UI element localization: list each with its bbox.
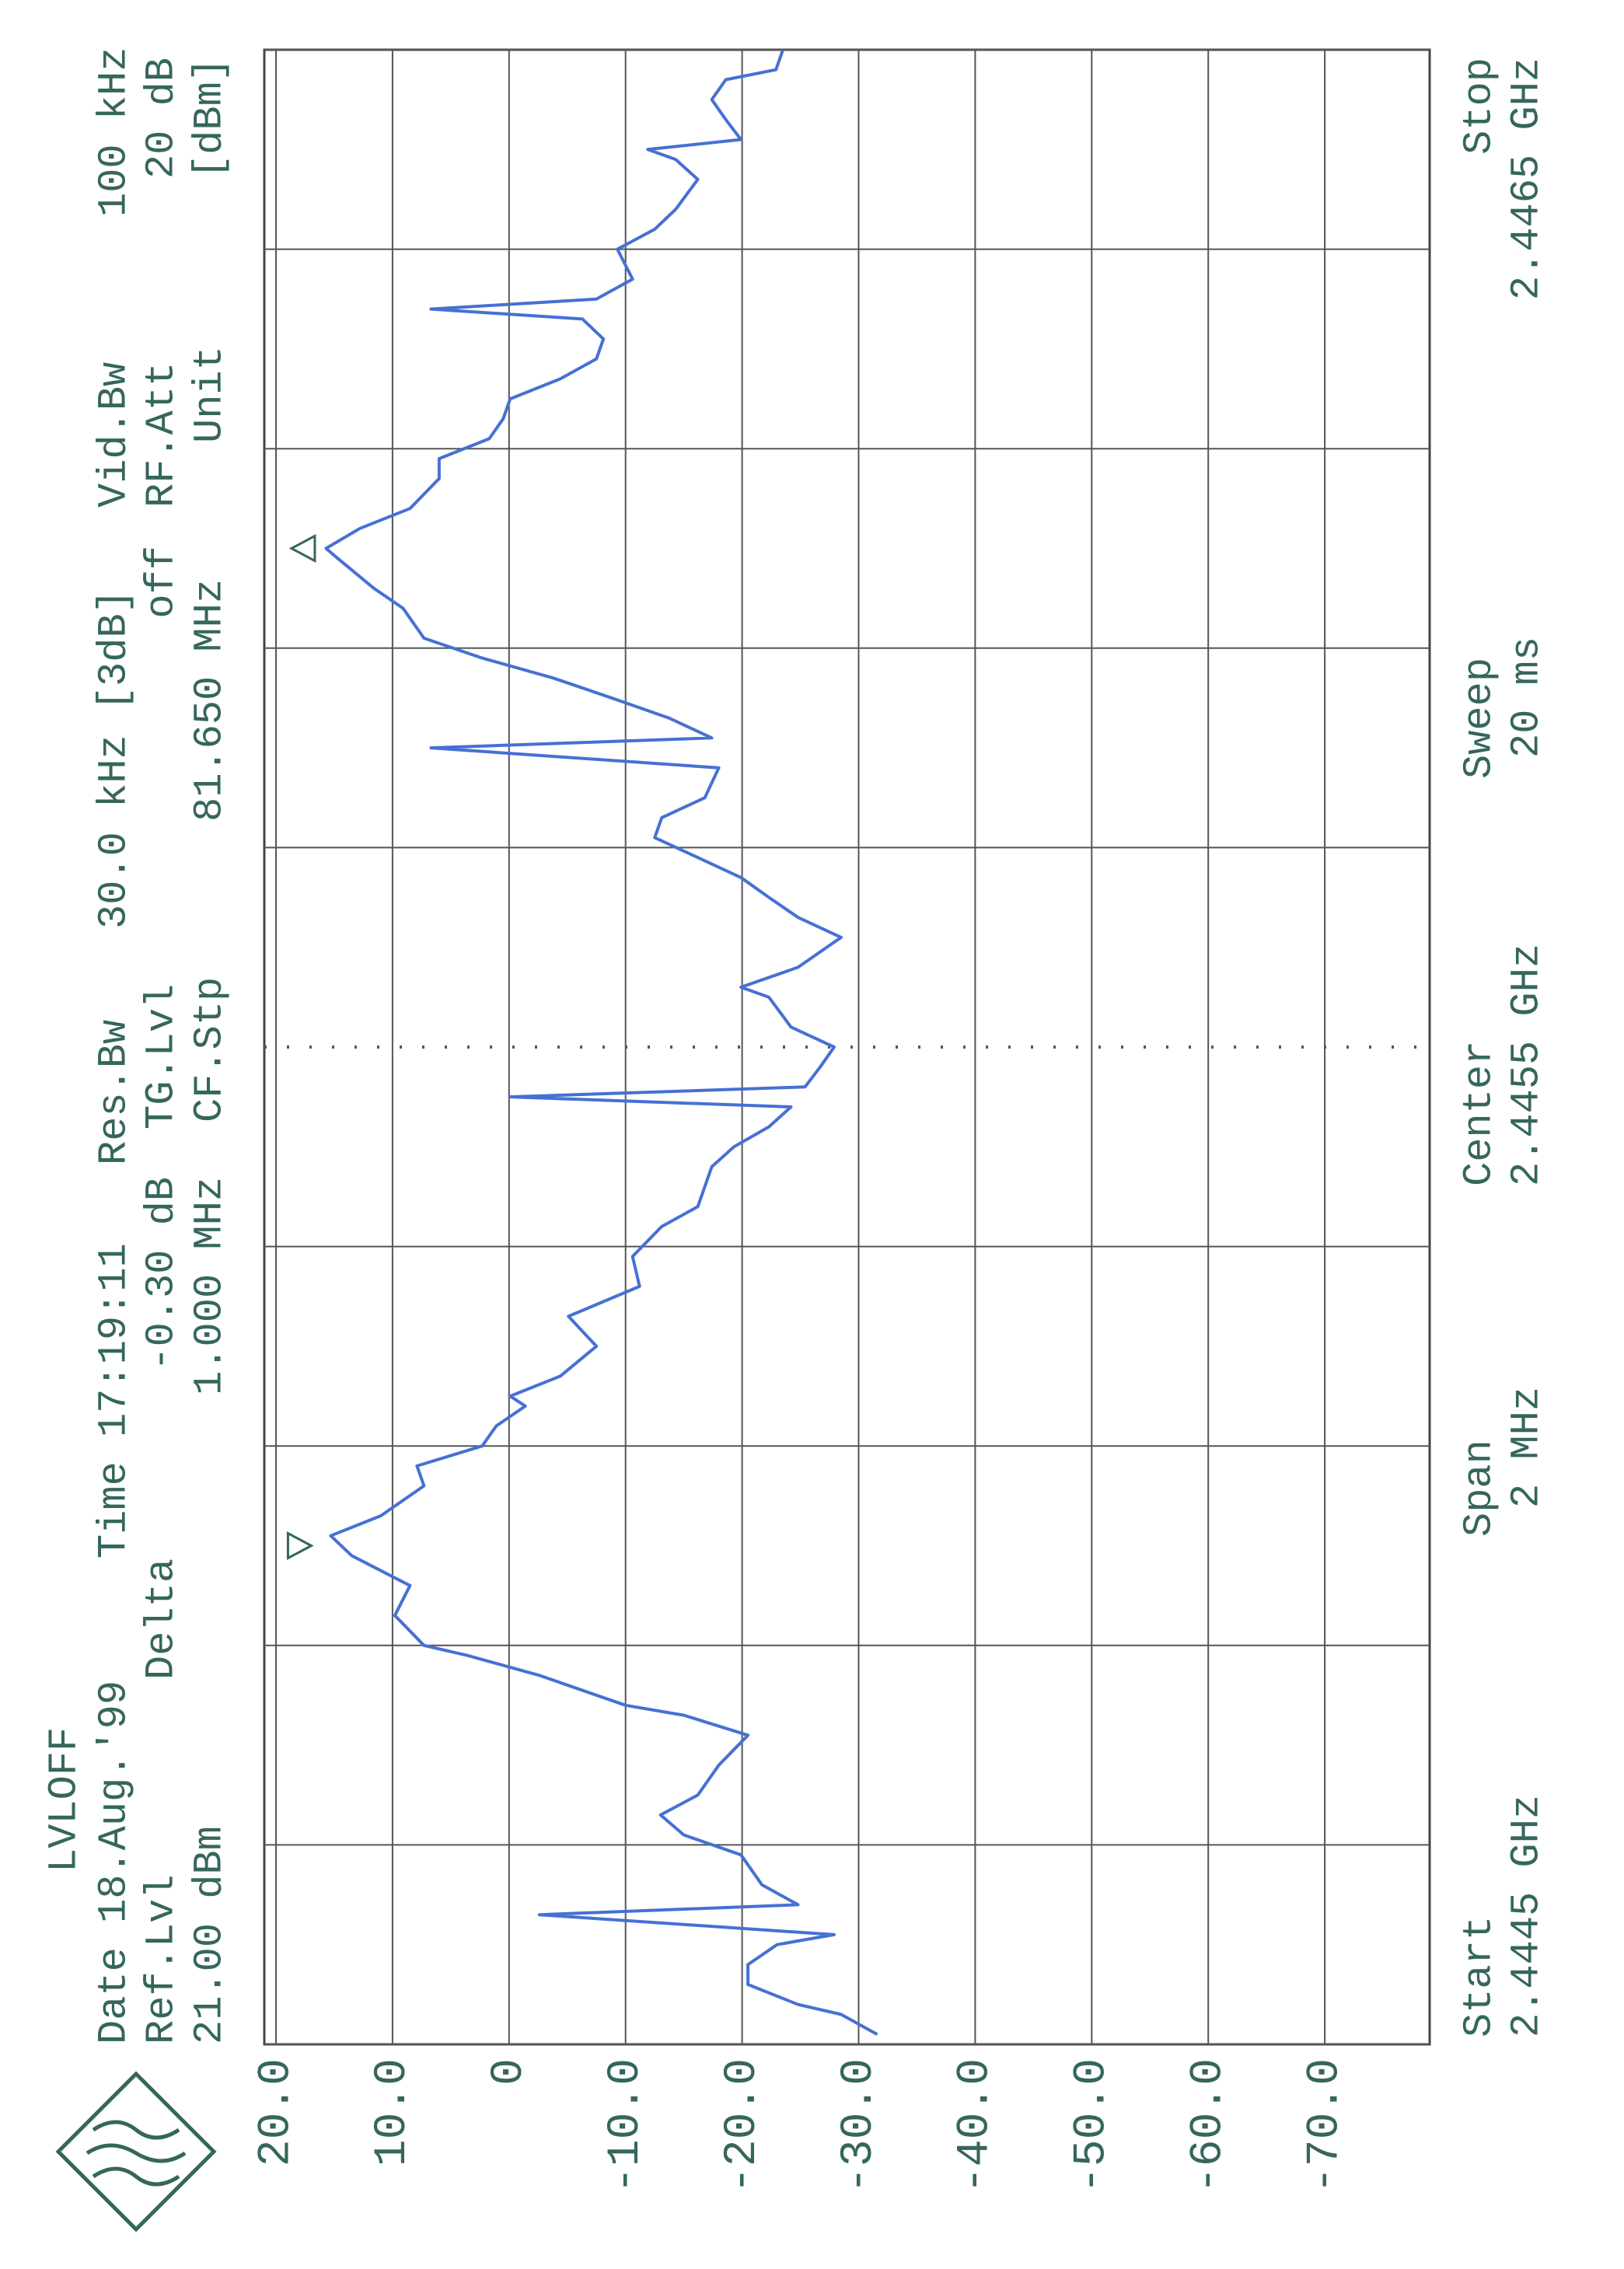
footer-text: Stop: [1457, 58, 1503, 155]
footer-text: Span: [1457, 1440, 1503, 1537]
header-text: 81.650 MHz: [187, 579, 233, 822]
header-text: Delta: [139, 1559, 185, 1680]
trace: [324, 49, 878, 2036]
y-tick-label: 10.0: [368, 2058, 418, 2166]
y-tick-label: -30.0: [834, 2058, 885, 2194]
footer-text: 20 ms: [1504, 637, 1550, 758]
y-tick-label: -50.0: [1067, 2058, 1118, 2194]
logo: [55, 2071, 217, 2232]
header-text: Ref.Lvl: [139, 1875, 185, 2044]
logo-wave: [92, 2120, 180, 2140]
header-text: Unit: [187, 346, 233, 443]
y-tick-label: -70.0: [1300, 2058, 1350, 2194]
header-text: [dBm]: [187, 58, 233, 179]
header-text: Vid.Bw: [92, 362, 138, 508]
logo-wave: [86, 2143, 187, 2163]
marker: [286, 1531, 314, 1560]
header-text: 100 kHz: [92, 47, 138, 217]
y-tick-label: 20.0: [251, 2058, 302, 2166]
logo-wave: [92, 2166, 180, 2187]
y-tick-label: 0: [484, 2058, 535, 2086]
header-text: RF.Att: [139, 362, 185, 508]
header-text: Date 18.Aug.'99: [92, 1681, 138, 2044]
footer-text: 2 MHz: [1504, 1387, 1550, 1508]
rotated-plot: 20.0 10.0 0 -10.0 -20.0 -30.0 -40.0 -50.0 -60.0 -…: [42, 47, 1550, 2194]
y-tick-label: -60.0: [1184, 2058, 1235, 2194]
header-text: Time 17:19:11: [92, 1243, 138, 1559]
footer-text: Sweep: [1457, 658, 1503, 779]
plot-frame: [263, 48, 1431, 2046]
header-text: -0.30 dB: [139, 1177, 185, 1371]
header-text: Res.Bw: [92, 1020, 138, 1165]
header-text: 1.000 MHz: [187, 1177, 233, 1395]
y-tick-label: -40.0: [951, 2058, 1001, 2194]
header-text: LVLOFF: [42, 1727, 88, 1873]
y-tick-label: -20.0: [718, 2058, 768, 2194]
header-text: off: [139, 546, 185, 619]
header-text: 20 dB: [139, 58, 185, 179]
footer-text: Start: [1457, 1916, 1503, 2037]
marker: [288, 534, 316, 563]
footer-text: 2.4465 GHz: [1504, 58, 1550, 300]
header-text: 30.0 kHz [3dB]: [92, 589, 138, 929]
header-text: TG.Lvl: [139, 984, 185, 1129]
logo-diamond: [55, 2071, 217, 2232]
y-tick-label: -10.0: [601, 2058, 651, 2194]
footer-text: Center: [1457, 1041, 1503, 1186]
footer-text: 2.4445 GHz: [1504, 1795, 1550, 2037]
header-text: 21.00 dBm: [187, 1826, 233, 2044]
footer-text: 2.4455 GHz: [1504, 944, 1550, 1186]
header-text: CF.Stp: [187, 977, 233, 1122]
